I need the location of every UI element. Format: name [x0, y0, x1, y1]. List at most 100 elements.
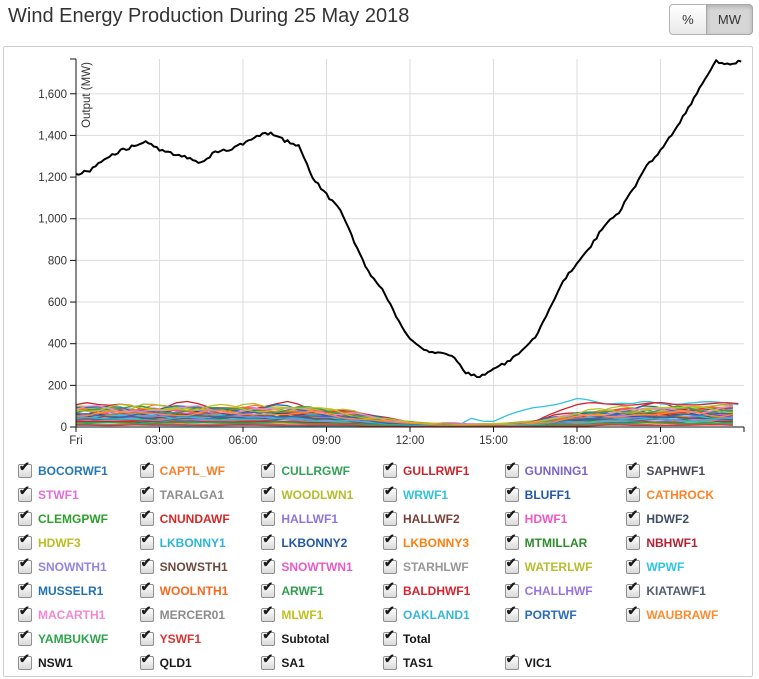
- series-label-CULLRGWF[interactable]: CULLRGWF: [281, 464, 350, 478]
- series-checkbox-HDWF3[interactable]: ✔: [18, 532, 32, 550]
- series-checkbox-CNUNDAWF[interactable]: ✔: [139, 508, 154, 526]
- series-checkbox-NBHWF1[interactable]: ✔: [626, 532, 641, 550]
- series-checkbox-WOODLWN1[interactable]: ✔: [261, 484, 276, 502]
- series-label-SAPHWF1[interactable]: SAPHWF1: [646, 464, 705, 478]
- series-checkbox-STWF1[interactable]: ✔: [18, 484, 32, 502]
- series-label-Total[interactable]: Total: [402, 632, 431, 646]
- series-label-WOOLNTH1[interactable]: WOOLNTH1: [159, 584, 229, 598]
- series-checkbox-CLEMGPWF[interactable]: ✔: [18, 508, 32, 526]
- series-label-SA1[interactable]: SA1: [281, 656, 305, 670]
- series-checkbox-LKBONNY1[interactable]: ✔: [139, 532, 154, 550]
- series-label-WPWF[interactable]: WPWF: [646, 560, 685, 574]
- series-label-STWF1[interactable]: STWF1: [38, 488, 79, 502]
- series-label-HDWF2[interactable]: HDWF2: [646, 512, 689, 526]
- series-label-CHALLHWF[interactable]: CHALLHWF: [524, 584, 593, 598]
- series-checkbox-MLWF1[interactable]: ✔: [261, 604, 276, 622]
- percent-button[interactable]: %: [668, 4, 707, 35]
- series-label-CAPTL_WF[interactable]: CAPTL_WF: [159, 464, 225, 478]
- series-label-Subtotal[interactable]: Subtotal: [281, 632, 330, 646]
- series-label-HDWF3[interactable]: HDWF3: [38, 536, 81, 550]
- series-label-CNUNDAWF[interactable]: CNUNDAWF: [159, 512, 230, 526]
- series-label-NBHWF1[interactable]: NBHWF1: [646, 536, 698, 550]
- series-checkbox-MUSSELR1[interactable]: ✔: [18, 580, 32, 598]
- series-label-WATERLWF[interactable]: WATERLWF: [524, 560, 593, 574]
- series-checkbox-PORTWF[interactable]: ✔: [504, 604, 519, 622]
- series-label-OAKLAND1[interactable]: OAKLAND1: [402, 608, 470, 622]
- series-checkbox-TARALGA1[interactable]: ✔: [139, 484, 154, 502]
- series-label-SNOWNTH1[interactable]: SNOWNTH1: [38, 560, 107, 574]
- series-checkbox-NSW1[interactable]: ✔: [18, 652, 32, 670]
- series-checkbox-CHALLHWF[interactable]: ✔: [504, 580, 519, 598]
- series-label-BOCORWF1[interactable]: BOCORWF1: [38, 464, 108, 478]
- series-label-MUSSELR1[interactable]: MUSSELR1: [38, 584, 104, 598]
- series-checkbox-TAS1[interactable]: ✔: [382, 652, 397, 670]
- series-label-KIATAWF1[interactable]: KIATAWF1: [646, 584, 706, 598]
- series-checkbox-WRWF1[interactable]: ✔: [382, 484, 397, 502]
- series-checkbox-WATERLWF[interactable]: ✔: [504, 556, 519, 574]
- series-label-WOODLWN1[interactable]: WOODLWN1: [281, 488, 354, 502]
- series-label-NSW1[interactable]: NSW1: [38, 656, 73, 670]
- series-checkbox-SNOWNTH1[interactable]: ✔: [18, 556, 32, 574]
- series-checkbox-CATHROCK[interactable]: ✔: [626, 484, 641, 502]
- series-checkbox-SNOWSTH1[interactable]: ✔: [139, 556, 154, 574]
- series-label-YSWF1[interactable]: YSWF1: [159, 632, 201, 646]
- series-checkbox-MERCER01[interactable]: ✔: [139, 604, 154, 622]
- series-checkbox-VIC1[interactable]: ✔: [504, 652, 519, 670]
- series-label-SNOWTWN1[interactable]: SNOWTWN1: [281, 560, 353, 574]
- series-label-WAUBRAWF[interactable]: WAUBRAWF: [646, 608, 719, 622]
- series-checkbox-GUNNING1[interactable]: ✔: [504, 460, 519, 478]
- series-checkbox-OAKLAND1[interactable]: ✔: [382, 604, 397, 622]
- series-label-LKBONNY1[interactable]: LKBONNY1: [159, 536, 226, 550]
- series-checkbox-BOCORWF1[interactable]: ✔: [18, 460, 32, 478]
- series-label-HALLWF2[interactable]: HALLWF2: [402, 512, 460, 526]
- series-checkbox-QLD1[interactable]: ✔: [139, 652, 154, 670]
- series-checkbox-CAPTL_WF[interactable]: ✔: [139, 460, 154, 478]
- series-checkbox-HALLWF1[interactable]: ✔: [261, 508, 276, 526]
- series-label-QLD1[interactable]: QLD1: [159, 656, 192, 670]
- series-checkbox-WAUBRAWF[interactable]: ✔: [626, 604, 641, 622]
- series-label-MLWF1[interactable]: MLWF1: [281, 608, 324, 622]
- series-checkbox-YAMBUKWF[interactable]: ✔: [18, 628, 32, 646]
- series-label-STARHLWF[interactable]: STARHLWF: [402, 560, 469, 574]
- series-checkbox-HALLWF2[interactable]: ✔: [382, 508, 397, 526]
- series-checkbox-HDWF1[interactable]: ✔: [504, 508, 519, 526]
- series-checkbox-BLUFF1[interactable]: ✔: [504, 484, 519, 502]
- series-label-YAMBUKWF[interactable]: YAMBUKWF: [38, 632, 109, 646]
- series-label-LKBONNY3[interactable]: LKBONNY3: [402, 536, 469, 550]
- series-checkbox-MACARTH1[interactable]: ✔: [18, 604, 32, 622]
- series-label-CLEMGPWF[interactable]: CLEMGPWF: [38, 512, 108, 526]
- series-checkbox-SA1[interactable]: ✔: [261, 652, 276, 670]
- series-label-TAS1[interactable]: TAS1: [402, 656, 433, 670]
- series-label-WRWF1[interactable]: WRWF1: [402, 488, 449, 502]
- series-checkbox-KIATAWF1[interactable]: ✔: [626, 580, 641, 598]
- series-label-TARALGA1[interactable]: TARALGA1: [159, 488, 225, 502]
- series-label-ARWF1[interactable]: ARWF1: [281, 584, 324, 598]
- series-label-HDWF1[interactable]: HDWF1: [524, 512, 568, 526]
- series-checkbox-BALDHWF1[interactable]: ✔: [382, 580, 397, 598]
- series-label-CATHROCK[interactable]: CATHROCK: [646, 488, 715, 502]
- series-label-GULLRWF1[interactable]: GULLRWF1: [402, 464, 470, 478]
- series-checkbox-CULLRGWF[interactable]: ✔: [261, 460, 276, 478]
- series-checkbox-LKBONNY2[interactable]: ✔: [261, 532, 276, 550]
- series-checkbox-MTMILLAR[interactable]: ✔: [504, 532, 519, 550]
- series-label-VIC1[interactable]: VIC1: [524, 656, 552, 670]
- series-label-SNOWSTH1[interactable]: SNOWSTH1: [159, 560, 228, 574]
- series-checkbox-SNOWTWN1[interactable]: ✔: [261, 556, 276, 574]
- series-checkbox-WPWF[interactable]: ✔: [626, 556, 641, 574]
- series-checkbox-ARWF1[interactable]: ✔: [261, 580, 276, 598]
- series-checkbox-HDWF2[interactable]: ✔: [626, 508, 641, 526]
- series-label-PORTWF[interactable]: PORTWF: [524, 608, 577, 622]
- series-checkbox-Subtotal[interactable]: ✔: [261, 628, 276, 646]
- series-label-LKBONNY2[interactable]: LKBONNY2: [281, 536, 348, 550]
- series-checkbox-STARHLWF[interactable]: ✔: [382, 556, 397, 574]
- series-label-MERCER01[interactable]: MERCER01: [159, 608, 226, 622]
- series-label-BLUFF1[interactable]: BLUFF1: [524, 488, 571, 502]
- series-checkbox-WOOLNTH1[interactable]: ✔: [139, 580, 154, 598]
- series-checkbox-LKBONNY3[interactable]: ✔: [382, 532, 397, 550]
- series-label-MACARTH1[interactable]: MACARTH1: [38, 608, 106, 622]
- series-label-MTMILLAR[interactable]: MTMILLAR: [524, 536, 588, 550]
- series-checkbox-Total[interactable]: ✔: [382, 628, 397, 646]
- series-label-BALDHWF1[interactable]: BALDHWF1: [402, 584, 471, 598]
- series-checkbox-YSWF1[interactable]: ✔: [139, 628, 154, 646]
- mw-button[interactable]: MW: [705, 4, 753, 35]
